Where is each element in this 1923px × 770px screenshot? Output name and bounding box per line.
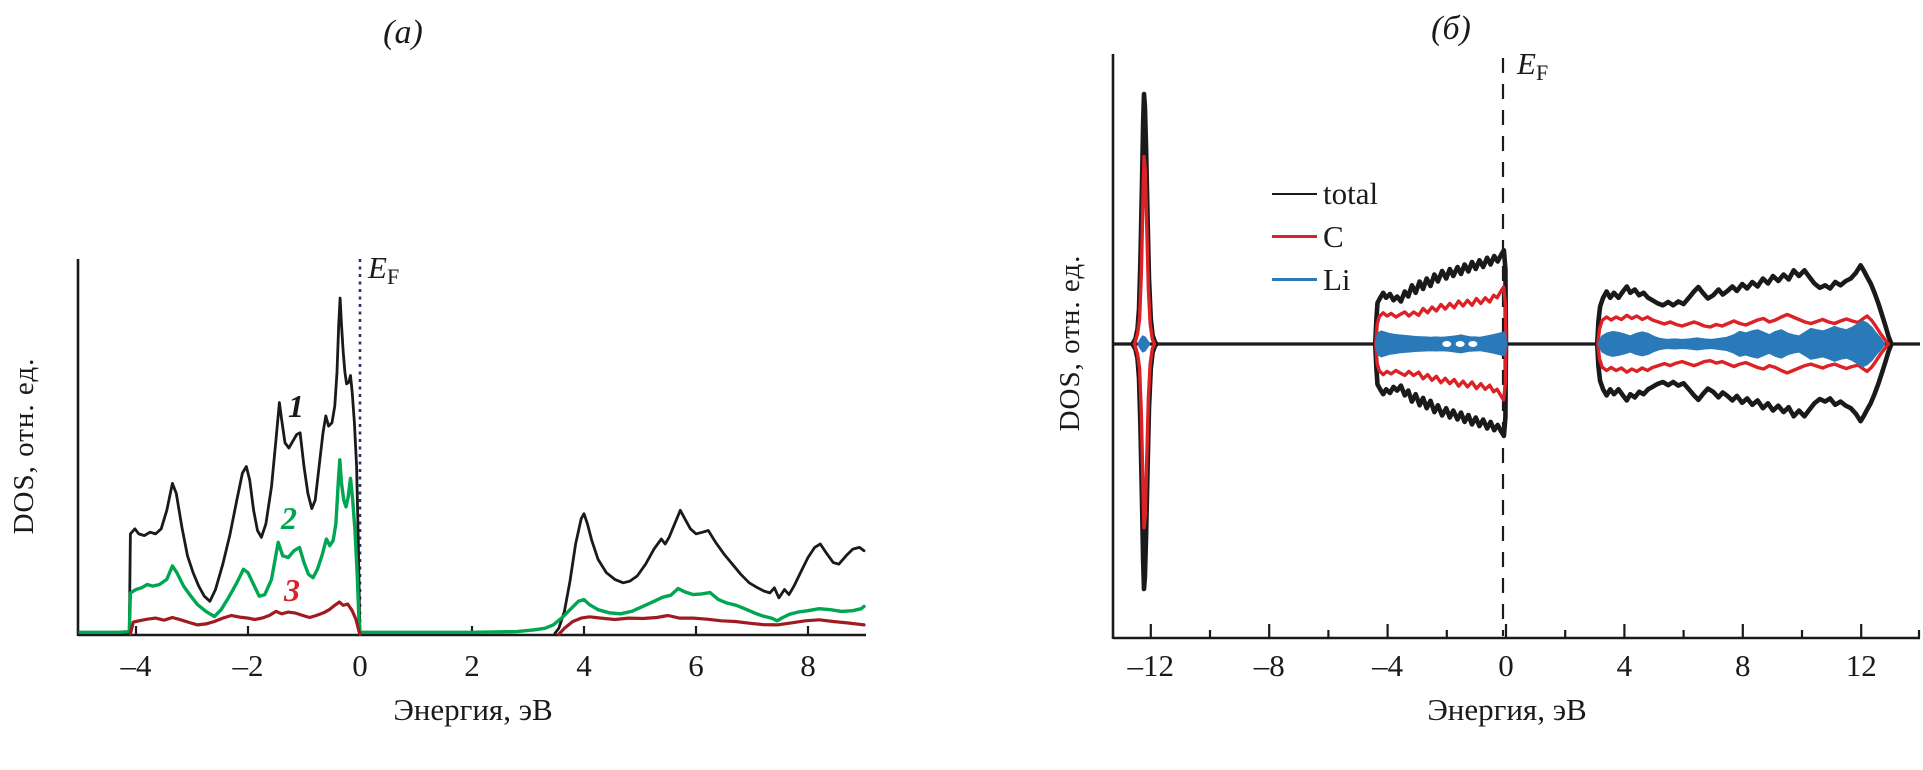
legend-c-line-swatch	[1272, 235, 1317, 238]
panel-a-curve-label-3: 3	[284, 572, 300, 608]
panel-a-tick-label: –4	[120, 648, 152, 683]
panel-b-ef-subscript: F	[1535, 60, 1549, 85]
legend-total-line-swatch	[1272, 192, 1317, 195]
panel-a-curve-label-1: 1	[288, 388, 304, 424]
panel-b-band-Li	[1597, 320, 1886, 368]
panel-b-x-axis-label: Энергия, эВ	[1427, 692, 1587, 727]
legend-c-label: C	[1323, 218, 1344, 254]
panel-a-curve-2	[78, 458, 362, 634]
panel-b-tick-label: 8	[1735, 648, 1751, 683]
panel-a-y-axis-label: DOS, отн. ед.	[8, 357, 40, 535]
legend-li-line-swatch	[1272, 278, 1317, 281]
panel-a-curve-label-2: 2	[281, 500, 297, 536]
panel-a-tick-label: 4	[576, 648, 592, 683]
legend-total-label: total	[1323, 175, 1379, 211]
panel-b-tick-label: –12	[1127, 648, 1175, 683]
panel-b-tick-label: 4	[1616, 648, 1633, 683]
panel-a-tick-label: 8	[800, 648, 816, 683]
panel-b-tick-label: –8	[1253, 648, 1285, 683]
panel-b-title: (б)	[1431, 10, 1471, 47]
panel-b-band-C	[1596, 312, 1891, 375]
panel-a-ef-symbol: E	[368, 250, 387, 285]
panel-b-legend: total C Li	[1272, 172, 1378, 301]
panel-a-curve-3	[128, 600, 362, 636]
panel-b-y-axis-label: DOS, отн. ед.	[1054, 254, 1086, 432]
panel-b-band-total	[1594, 263, 1894, 424]
panel-a-x-axis-label: Энергия, эВ	[393, 692, 553, 727]
panel-b-tick-label: 12	[1845, 648, 1877, 683]
panel-b-fermi-level-label: EF	[1517, 46, 1548, 86]
panel-a-ef-subscript: F	[386, 264, 400, 289]
panel-b-tick-label: –4	[1372, 648, 1404, 683]
panel-a-fermi-level-label: EF	[368, 250, 399, 290]
legend-li-label: Li	[1323, 261, 1351, 297]
panel-b-band-C	[1132, 154, 1157, 530]
panel-a-curve-3	[557, 613, 866, 636]
panel-a-tick-label: 0	[352, 648, 368, 683]
legend-row-c: C	[1272, 215, 1378, 258]
panel-a-curve-1	[553, 508, 866, 635]
panel-b-band-Li	[1374, 330, 1508, 358]
panel-a-curve-1	[78, 296, 362, 636]
panel-b-tick-label: 0	[1498, 648, 1514, 683]
panel-a-title: (a)	[383, 14, 423, 51]
panel-b-ef-symbol: E	[1517, 46, 1536, 81]
panel-b-white-dot	[1442, 341, 1452, 347]
panel-b-white-dot	[1468, 341, 1478, 347]
panel-b-white-dot	[1455, 341, 1465, 347]
panel-a-curve-2	[358, 586, 866, 634]
panel-a-tick-label: 6	[688, 648, 704, 683]
panel-b-band-Li	[1137, 335, 1151, 353]
legend-row-li: Li	[1272, 258, 1378, 301]
legend-row-total: total	[1272, 172, 1378, 215]
panel-a-tick-label: 2	[464, 648, 480, 683]
panel-a-tick-label: –2	[232, 648, 264, 683]
